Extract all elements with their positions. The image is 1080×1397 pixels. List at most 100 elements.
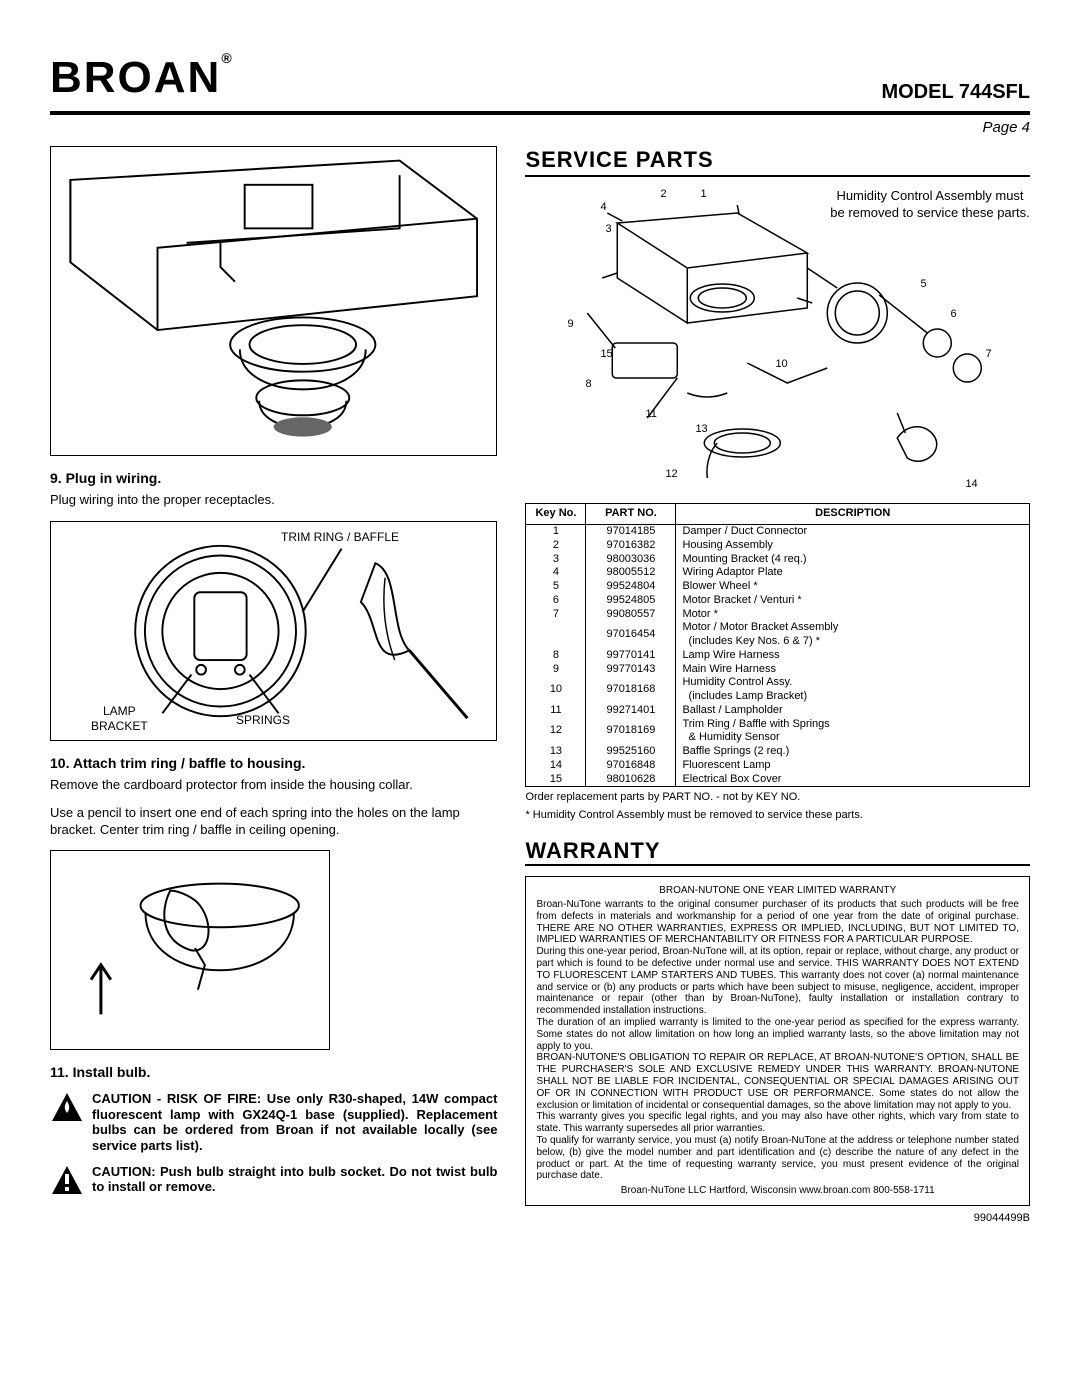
cell-desc: Motor * [676, 608, 1030, 622]
warranty-p4: BROAN-NUTONE'S OBLIGATION TO REPAIR OR R… [536, 1052, 1019, 1111]
table-row: 398003036Mounting Bracket (4 req.) [526, 553, 1030, 567]
figure-step10: TRIM RING / BAFFLE LAMP BRACKET SPRINGS [50, 521, 497, 741]
cell-desc: Mounting Bracket (4 req.) [676, 553, 1030, 567]
parts-order-note: Order replacement parts by PART NO. - no… [525, 791, 1030, 805]
cell-desc: Ballast / Lampholder [676, 704, 1030, 718]
callout-8: 8 [585, 378, 591, 392]
callout-2: 2 [660, 188, 666, 202]
step10-text2: Use a pencil to insert one end of each s… [50, 805, 497, 838]
warranty-subhead: BROAN-NUTONE ONE YEAR LIMITED WARRANTY [536, 885, 1019, 897]
cell-key: 12 [526, 718, 586, 746]
cell-key: 2 [526, 539, 586, 553]
document-number: 99044499B [525, 1212, 1030, 1226]
warranty-p2: During this one-year period, Broan-NuTon… [536, 946, 1019, 1017]
registered-mark: ® [221, 50, 233, 66]
table-row: 1399525160Baffle Springs (2 req.) [526, 745, 1030, 759]
table-row: 197014185Damper / Duct Connector [526, 525, 1030, 539]
service-parts-heading: SERVICE PARTS [525, 146, 1030, 178]
table-row: 498005512Wiring Adaptor Plate [526, 566, 1030, 580]
model-number: MODEL 744SFL [881, 80, 1030, 105]
cell-key: 8 [526, 649, 586, 663]
page-header: BROAN® MODEL 744SFL [50, 50, 1030, 115]
callout-11: 11 [645, 408, 656, 422]
caution-bulb: CAUTION: Push bulb straight into bulb so… [50, 1164, 497, 1198]
cell-partno: 97016848 [586, 759, 676, 773]
cell-key: 13 [526, 745, 586, 759]
callout-9: 9 [567, 318, 573, 332]
step10-text1: Remove the cardboard protector from insi… [50, 777, 497, 793]
table-row: 1497016848Fluorescent Lamp [526, 759, 1030, 773]
cell-partno: 98003036 [586, 553, 676, 567]
callout-3: 3 [605, 223, 611, 237]
cell-desc: Motor Bracket / Venturi * [676, 594, 1030, 608]
cell-partno: 98005512 [586, 566, 676, 580]
callout-10: 10 [775, 358, 787, 372]
callout-5: 5 [920, 278, 926, 292]
table-row: 899770141Lamp Wire Harness [526, 649, 1030, 663]
cell-desc: Trim Ring / Baffle with Springs & Humidi… [676, 718, 1030, 746]
cell-key: 15 [526, 773, 586, 787]
fire-icon [50, 1091, 84, 1125]
exploded-svg [525, 183, 1030, 493]
cell-desc: Fluorescent Lamp [676, 759, 1030, 773]
parts-table: Key No. PART NO. DESCRIPTION 197014185Da… [525, 503, 1030, 787]
cell-desc: Main Wire Harness [676, 663, 1030, 677]
step9-title: 9. Plug in wiring. [50, 470, 497, 488]
cell-partno: 99525160 [586, 745, 676, 759]
callout-15: 15 [600, 348, 612, 362]
figure-step9 [50, 146, 497, 456]
table-row: 799080557Motor * [526, 608, 1030, 622]
warranty-p6: To qualify for warranty service, you mus… [536, 1135, 1019, 1182]
cell-partno: 97014185 [586, 525, 676, 539]
cell-desc: Lamp Wire Harness [676, 649, 1030, 663]
col-partno: PART NO. [586, 504, 676, 525]
diagram-wiring [51, 147, 496, 455]
label-trim-ring: TRIM RING / BAFFLE [281, 530, 399, 545]
cell-partno: 99524804 [586, 580, 676, 594]
cell-key: 11 [526, 704, 586, 718]
cell-partno: 97016454 [586, 621, 676, 649]
warranty-contact: Broan-NuTone LLC Hartford, Wisconsin www… [536, 1185, 1019, 1197]
right-column: SERVICE PARTS Humidity Control Assembly … [525, 146, 1030, 1226]
callout-1: 1 [700, 188, 706, 202]
cell-partno: 99080557 [586, 608, 676, 622]
cell-key: 10 [526, 676, 586, 704]
table-row: 97016454Motor / Motor Bracket Assembly (… [526, 621, 1030, 649]
figure-step11 [50, 850, 330, 1050]
cell-desc: Damper / Duct Connector [676, 525, 1030, 539]
cell-desc: Wiring Adaptor Plate [676, 566, 1030, 580]
table-row: 1598010628Electrical Box Cover [526, 773, 1030, 787]
cell-desc: Housing Assembly [676, 539, 1030, 553]
cell-key: 1 [526, 525, 586, 539]
callout-13: 13 [695, 423, 707, 437]
warranty-p5: This warranty gives you specific legal r… [536, 1111, 1019, 1135]
cell-partno: 99770143 [586, 663, 676, 677]
caution-fire-text: CAUTION - RISK OF FIRE: Use only R30-sha… [92, 1091, 497, 1153]
cell-key: 14 [526, 759, 586, 773]
cell-partno: 97016382 [586, 539, 676, 553]
warranty-heading: WARRANTY [525, 837, 1030, 867]
cell-partno: 97018168 [586, 676, 676, 704]
table-row: 1199271401Ballast / Lampholder [526, 704, 1030, 718]
left-column: 9. Plug in wiring. Plug wiring into the … [50, 146, 497, 1226]
table-row: 999770143Main Wire Harness [526, 663, 1030, 677]
cell-key: 9 [526, 663, 586, 677]
table-row: 1297018169Trim Ring / Baffle with Spring… [526, 718, 1030, 746]
table-row: 699524805Motor Bracket / Venturi * [526, 594, 1030, 608]
col-key: Key No. [526, 504, 586, 525]
warranty-box: BROAN-NUTONE ONE YEAR LIMITED WARRANTY B… [525, 876, 1030, 1206]
step11-title: 11. Install bulb. [50, 1064, 497, 1082]
cell-desc: Blower Wheel * [676, 580, 1030, 594]
diagram-install-bulb [51, 851, 329, 1049]
page-number: Page 4 [50, 119, 1030, 138]
label-lamp-bracket: LAMP BRACKET [91, 704, 148, 734]
cell-partno: 97018169 [586, 718, 676, 746]
warning-icon [50, 1164, 84, 1198]
step9-text: Plug wiring into the proper receptacles. [50, 492, 497, 508]
table-row: 1097018168Humidity Control Assy. (includ… [526, 676, 1030, 704]
table-row: 297016382Housing Assembly [526, 539, 1030, 553]
callout-12: 12 [665, 468, 677, 482]
label-springs: SPRINGS [236, 713, 290, 728]
parts-asterisk-note: * Humidity Control Assembly must be remo… [525, 809, 1030, 823]
cell-desc: Motor / Motor Bracket Assembly (includes… [676, 621, 1030, 649]
